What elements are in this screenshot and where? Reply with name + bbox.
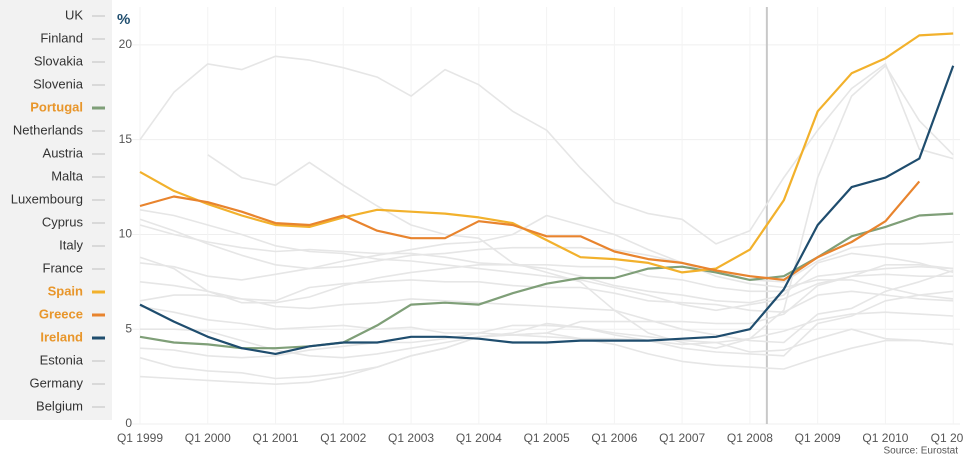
x-tick-label: Q1 2007 — [659, 431, 705, 445]
legend-label: Malta — [51, 168, 84, 183]
background-line — [139, 311, 954, 385]
x-tick-label: Q1 2008 — [727, 431, 773, 445]
highlight-line — [139, 32, 954, 274]
legend-label: Belgium — [36, 398, 83, 413]
y-tick-label: 10 — [119, 227, 133, 241]
x-tick-label: Q1 2009 — [795, 431, 841, 445]
legend-label: Estonia — [40, 352, 84, 367]
background-line — [139, 269, 954, 344]
legend-label: Austria — [43, 145, 84, 160]
background-line — [139, 209, 954, 312]
legend-label: Ireland — [40, 329, 83, 344]
background-line — [139, 279, 954, 313]
x-tick-label: Q1 2011 — [931, 431, 964, 445]
background-line — [139, 332, 954, 380]
legend-label: Slovakia — [34, 53, 84, 68]
x-tick-label: Q1 2010 — [862, 431, 908, 445]
background-line — [139, 256, 954, 304]
legend-label: Luxembourg — [11, 191, 83, 206]
legend-label: Finland — [40, 30, 83, 45]
background-line — [139, 218, 954, 283]
x-tick-label: Q1 2004 — [456, 431, 502, 445]
y-tick-label: 20 — [119, 37, 133, 51]
background-line — [207, 65, 954, 349]
legend-label: Portugal — [30, 99, 83, 114]
y-tick-label: 5 — [125, 321, 132, 335]
legend-label: Netherlands — [13, 122, 84, 137]
highlight-line — [139, 65, 955, 355]
background-line — [140, 290, 954, 359]
legend-label: France — [43, 260, 83, 275]
legend-panel — [0, 0, 112, 420]
y-tick-label: 0 — [125, 416, 132, 430]
x-tick-label: Q1 2001 — [253, 431, 299, 445]
background-line — [139, 224, 954, 304]
legend-label: Slovenia — [33, 76, 84, 91]
legend-label: Cyprus — [42, 214, 84, 229]
legend-label: Germany — [30, 375, 84, 390]
legend-label: Italy — [59, 237, 83, 252]
legend-label: Spain — [48, 283, 83, 298]
background-line — [139, 324, 954, 359]
x-tick-label: Q1 2006 — [591, 431, 637, 445]
legend-label: Greece — [39, 306, 83, 321]
legend-label: UK — [65, 7, 83, 22]
x-tick-label: Q1 1999 — [117, 431, 163, 445]
x-tick-label: Q1 2000 — [185, 431, 231, 445]
highlight-line — [139, 180, 921, 281]
x-tick-label: Q1 2003 — [388, 431, 434, 445]
x-tick-label: Q1 2002 — [320, 431, 366, 445]
y-tick-label: 15 — [119, 132, 133, 146]
unit-label: % — [117, 11, 130, 28]
x-tick-label: Q1 2005 — [524, 431, 570, 445]
background-line — [139, 214, 954, 300]
source: Source: Eurostat — [884, 446, 959, 457]
background-line — [139, 55, 954, 245]
